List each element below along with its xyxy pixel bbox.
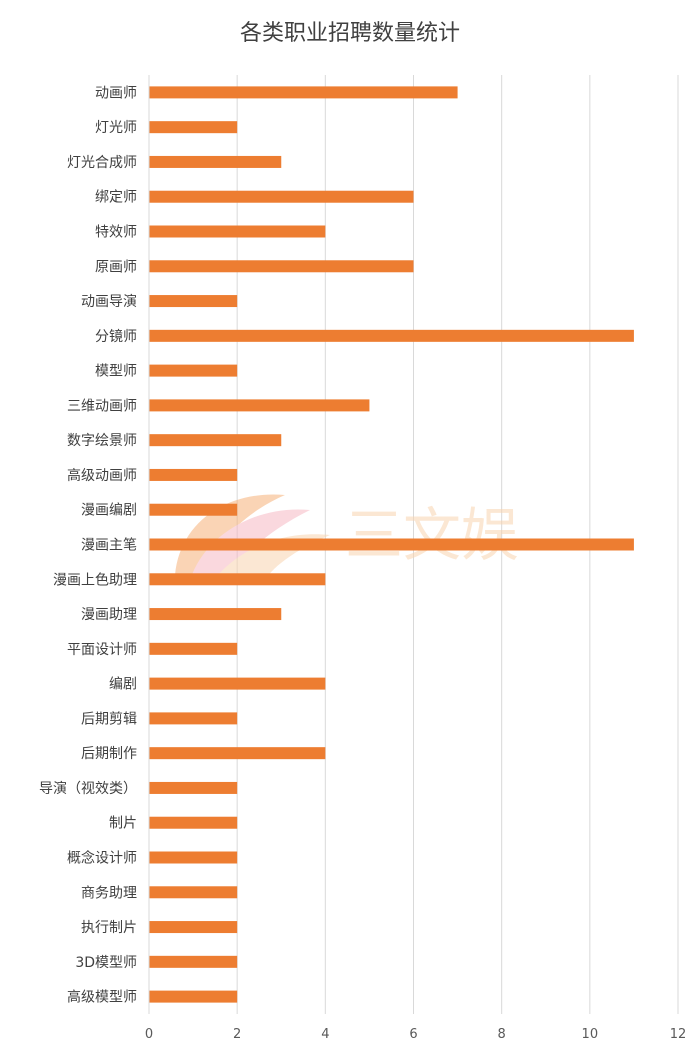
category-label: 平面设计师: [67, 642, 137, 658]
category-label: 概念设计师: [67, 850, 137, 867]
x-tick-label: 10: [582, 1027, 599, 1042]
category-label: 后期剪辑: [81, 711, 137, 727]
category-label: 三维动画师: [67, 398, 137, 414]
bar: [149, 503, 238, 516]
bar: [149, 677, 326, 690]
bar: [149, 955, 238, 968]
bar: [149, 781, 238, 794]
category-label: 漫画编剧: [81, 503, 137, 519]
category-label: 模型师: [95, 364, 137, 380]
category-label: 原画师: [95, 259, 137, 275]
category-label: 漫画主笔: [81, 538, 137, 554]
bar: [149, 816, 238, 829]
category-label: 漫画助理: [81, 607, 137, 623]
bar: [149, 990, 238, 1003]
category-label: 特效师: [95, 225, 137, 241]
bar: [149, 225, 326, 238]
bar: [149, 573, 326, 586]
category-label: 3D模型师: [75, 955, 137, 971]
category-label: 动画师: [95, 85, 137, 101]
bar: [149, 329, 634, 342]
category-label: 动画导演: [81, 294, 137, 310]
bar: [149, 295, 238, 308]
bar: [149, 851, 238, 864]
x-tick-label: 6: [409, 1027, 417, 1042]
bar: [149, 86, 458, 99]
category-label: 后期制作: [81, 746, 137, 762]
bar: [149, 642, 238, 655]
watermark-text: 三文娱: [345, 501, 519, 569]
bar: [149, 121, 238, 134]
x-tick-label: 0: [145, 1027, 153, 1042]
bar: [149, 712, 238, 725]
category-label: 数字绘景师: [67, 433, 137, 449]
bar: [149, 155, 282, 168]
category-label: 灯光师: [95, 120, 137, 136]
x-tick-label: 8: [498, 1027, 506, 1042]
bar: [149, 190, 414, 203]
category-label: 漫画上色助理: [53, 571, 137, 588]
category-label: 导演（视效类）: [39, 781, 137, 797]
category-label: 制片: [109, 816, 137, 832]
category-label: 执行制片: [81, 920, 137, 936]
bar: [149, 921, 238, 934]
category-label: 灯光合成师: [67, 155, 137, 171]
x-axis-ticks: 0 2 4 6 8 10 12: [145, 1027, 686, 1042]
bar: [149, 538, 634, 551]
chart-title: 各类职业招聘数量统计: [240, 21, 460, 46]
category-label: 编剧: [109, 677, 137, 693]
bar: [149, 468, 238, 481]
bar: [149, 399, 370, 412]
x-tick-label: 4: [321, 1027, 329, 1042]
category-label: 分镜师: [95, 329, 137, 345]
category-labels: 动画师灯光师灯光合成师绑定师特效师原画师动画导演分镜师模型师三维动画师数字绘景师…: [39, 85, 137, 1005]
bars: [149, 86, 634, 1003]
bar: [149, 747, 326, 760]
category-label: 商务助理: [81, 885, 137, 901]
bar: [149, 364, 238, 377]
bar: [149, 434, 282, 447]
bar: [149, 260, 414, 273]
category-label: 绑定师: [95, 190, 137, 206]
category-label: 高级动画师: [67, 467, 137, 484]
x-tick-label: 12: [670, 1027, 687, 1042]
category-label: 高级模型师: [67, 989, 137, 1006]
x-tick-label: 2: [233, 1027, 241, 1042]
bar: [149, 608, 282, 621]
bar: [149, 886, 238, 899]
